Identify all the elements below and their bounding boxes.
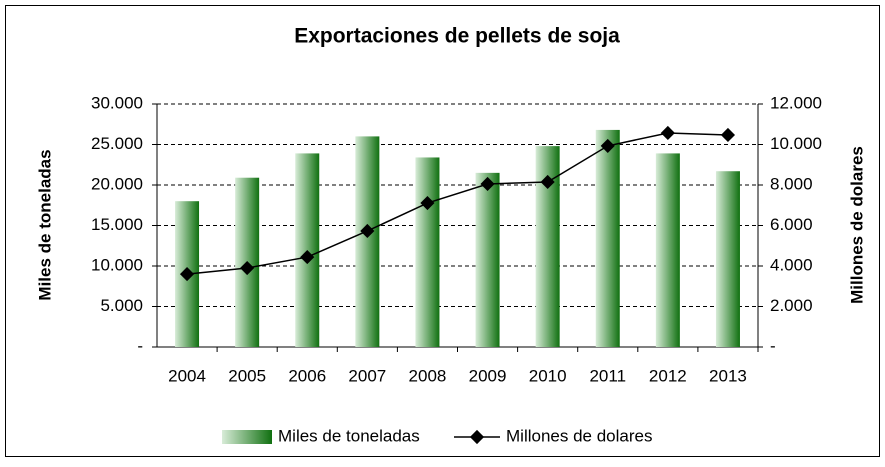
- line-marker: [240, 260, 255, 276]
- legend-marker: [469, 429, 485, 445]
- chart-title: Exportaciones de pellets de soja: [294, 25, 620, 48]
- y2-tick-label: 6.000: [770, 215, 813, 234]
- line-marker: [179, 267, 195, 282]
- y-tick-label: 20.000: [91, 174, 143, 193]
- y2-tick-label: 2.000: [770, 296, 813, 315]
- x-tick-label: 2004: [168, 366, 206, 385]
- line-marker: [480, 176, 495, 192]
- bar: [355, 136, 380, 347]
- y-axis-label: Miles de toneladas: [35, 149, 54, 300]
- line: [186, 132, 728, 275]
- y2-axis-label: Millones de dolares: [847, 146, 866, 304]
- x-tick-label: 2005: [228, 366, 266, 385]
- line-marker: [360, 223, 375, 239]
- line-marker: [600, 138, 615, 153]
- y2-tick-label: 4.000: [770, 255, 813, 274]
- line-marker: [300, 250, 315, 265]
- y2-tick-label: -: [770, 336, 776, 355]
- line-marker: [420, 195, 435, 211]
- line-marker: [540, 174, 555, 190]
- y-tick-label: 30.000: [91, 93, 143, 112]
- bar: [715, 171, 740, 347]
- line-marker: [720, 127, 736, 143]
- y2-tick-label: 10.000: [770, 134, 822, 153]
- x-tick-label: 2013: [709, 366, 747, 385]
- x-tick-label: 2011: [589, 366, 626, 385]
- legend-label: Millones de dolares: [506, 426, 652, 445]
- x-tick-label: 2007: [348, 366, 386, 385]
- y-tick-label: 10.000: [91, 255, 143, 274]
- legend-label: Miles de toneladas: [278, 426, 420, 445]
- line-marker: [660, 125, 675, 141]
- y-tick-label: -: [137, 336, 143, 355]
- x-tick-label: 2006: [288, 366, 326, 385]
- y-tick-label: 25.000: [91, 134, 143, 153]
- y2-tick-label: 12.000: [770, 93, 822, 112]
- x-tick-label: 2008: [409, 366, 447, 385]
- bar: [655, 153, 680, 347]
- x-tick-label: 2009: [469, 366, 507, 385]
- y2-tick-label: 8.000: [770, 174, 813, 193]
- y-tick-label: 5.000: [100, 296, 143, 315]
- legend-swatch: [222, 430, 272, 444]
- bar: [415, 157, 440, 347]
- x-tick-label: 2010: [529, 366, 567, 385]
- bar: [475, 172, 500, 347]
- y-tick-label: 15.000: [91, 215, 143, 234]
- x-tick-label: 2012: [649, 366, 687, 385]
- bar: [595, 129, 620, 347]
